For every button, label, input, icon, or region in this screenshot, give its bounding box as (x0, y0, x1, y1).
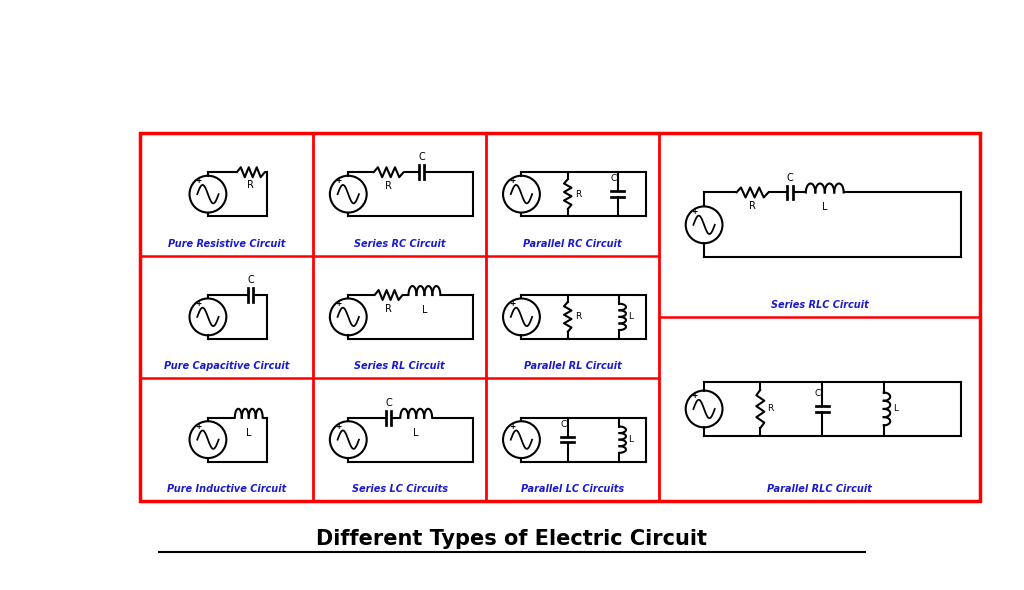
Text: C: C (248, 275, 254, 285)
Text: +: + (691, 391, 697, 400)
Text: Parallel RC Circuit: Parallel RC Circuit (523, 238, 622, 248)
Text: Pure Resistive Circuit: Pure Resistive Circuit (168, 238, 285, 248)
Text: Series RC Circuit: Series RC Circuit (353, 238, 445, 248)
Text: +: + (196, 299, 202, 308)
Text: L: L (822, 202, 827, 212)
Text: C: C (385, 398, 392, 408)
Text: Pure Capacitive Circuit: Pure Capacitive Circuit (164, 361, 289, 371)
Text: Series LC Circuits: Series LC Circuits (351, 484, 447, 494)
Text: Series RL Circuit: Series RL Circuit (354, 361, 444, 371)
Text: Parallel LC Circuits: Parallel LC Circuits (521, 484, 625, 494)
Bar (139, 133, 980, 501)
Text: L: L (414, 428, 419, 438)
Text: L: L (629, 435, 634, 444)
Text: +: + (336, 299, 342, 308)
Text: C: C (786, 172, 794, 182)
Text: +: + (196, 176, 202, 185)
Text: L: L (629, 312, 634, 322)
Text: Parallel RL Circuit: Parallel RL Circuit (524, 361, 622, 371)
Text: C: C (560, 419, 567, 429)
Text: L: L (246, 428, 252, 438)
Text: L: L (893, 405, 898, 414)
Text: Series RLC Circuit: Series RLC Circuit (771, 300, 868, 310)
Text: Pure Inductive Circuit: Pure Inductive Circuit (167, 484, 286, 494)
Text: C: C (610, 174, 616, 183)
Text: +: + (509, 299, 515, 308)
Text: R: R (574, 312, 581, 322)
Text: +: + (509, 176, 515, 185)
Text: +: + (336, 422, 342, 431)
Text: C: C (815, 389, 821, 398)
Text: L: L (422, 305, 427, 315)
Text: R: R (385, 304, 392, 314)
Text: Different Types of Electric Circuit: Different Types of Electric Circuit (316, 529, 708, 549)
Text: R: R (749, 201, 756, 211)
Text: R: R (385, 181, 392, 191)
Text: R: R (248, 180, 254, 190)
Text: +: + (336, 176, 342, 185)
Text: C: C (418, 152, 425, 162)
Text: +: + (509, 422, 515, 431)
Text: R: R (574, 189, 581, 199)
Text: Parallel RLC Circuit: Parallel RLC Circuit (767, 484, 872, 494)
Text: +: + (196, 422, 202, 431)
Text: R: R (767, 405, 773, 414)
Text: +: + (691, 207, 697, 216)
